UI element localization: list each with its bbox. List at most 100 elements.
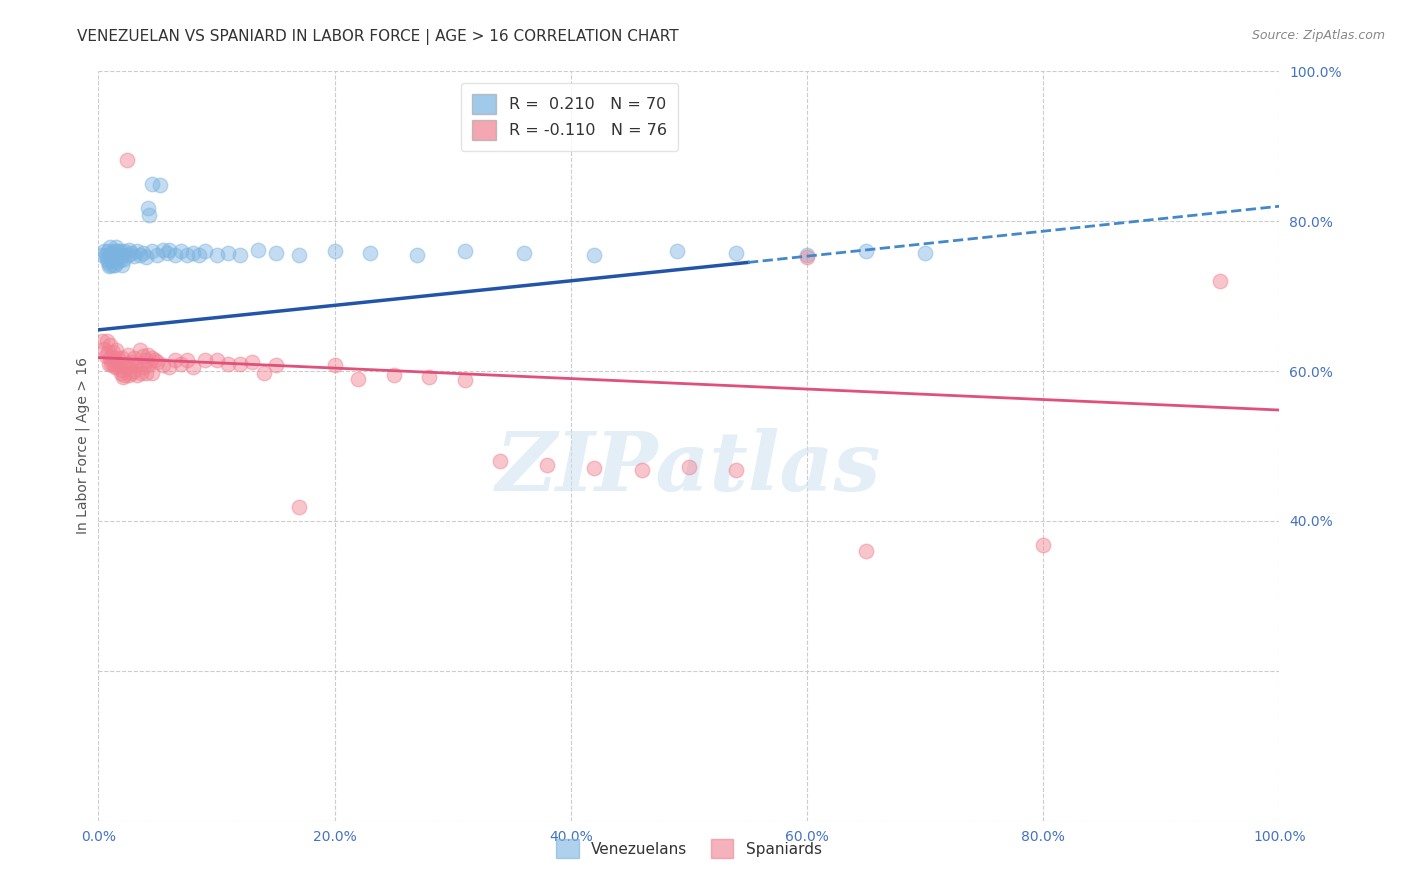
Point (246, 243, 269, 257)
Point (96, 252, 118, 266)
Point (117, 348, 139, 362)
Y-axis label: In Labor Force | Age > 16: In Labor Force | Age > 16 (76, 358, 90, 534)
Point (194, 244, 217, 259)
Point (98, 240, 121, 254)
Point (152, 358, 174, 372)
Point (103, 351, 125, 365)
Point (112, 244, 135, 259)
Point (418, 370, 440, 384)
Point (136, 358, 159, 372)
Point (136, 201, 159, 215)
Point (157, 243, 180, 257)
Point (253, 366, 276, 380)
Text: VENEZUELAN VS SPANIARD IN LABOR FORCE | AGE > 16 CORRELATION CHART: VENEZUELAN VS SPANIARD IN LABOR FORCE | … (77, 29, 679, 45)
Point (132, 360, 155, 375)
Point (98, 259, 121, 273)
Point (240, 355, 263, 369)
Point (143, 352, 166, 367)
Point (323, 358, 346, 372)
Point (93, 244, 115, 259)
Point (105, 244, 128, 259)
Point (165, 248, 187, 262)
Point (796, 248, 818, 262)
Point (156, 245, 179, 260)
Point (91, 248, 114, 262)
Point (135, 352, 157, 367)
Point (104, 258, 127, 272)
Point (105, 343, 128, 357)
Point (229, 357, 252, 371)
Point (128, 248, 150, 262)
Point (678, 460, 700, 475)
Point (288, 248, 311, 262)
Point (141, 177, 163, 191)
Point (181, 245, 204, 260)
Point (105, 355, 128, 369)
Point (98, 338, 121, 352)
Point (725, 463, 748, 477)
Point (104, 248, 127, 262)
Point (122, 364, 145, 378)
Point (122, 351, 145, 365)
Point (217, 357, 239, 371)
Point (97, 255, 120, 269)
Point (914, 245, 936, 260)
Point (98, 351, 121, 365)
Point (115, 153, 138, 167)
Point (146, 248, 169, 262)
Point (359, 245, 381, 260)
Point (91, 334, 114, 348)
Point (157, 360, 180, 375)
Point (205, 248, 228, 262)
Point (103, 252, 125, 266)
Point (121, 245, 143, 260)
Point (512, 245, 534, 260)
Point (217, 245, 239, 260)
Point (97, 345, 120, 359)
Point (152, 243, 174, 257)
Point (132, 349, 155, 363)
Point (112, 370, 135, 384)
Point (141, 244, 163, 259)
Point (725, 245, 748, 260)
Point (121, 355, 143, 369)
Point (127, 244, 149, 259)
Point (98, 357, 121, 371)
Point (135, 366, 157, 380)
Point (98, 258, 121, 272)
Point (796, 250, 818, 264)
Point (105, 255, 128, 269)
Point (194, 352, 217, 367)
Point (97, 244, 120, 259)
Point (536, 458, 558, 472)
Point (111, 248, 134, 262)
Point (98, 250, 121, 264)
Point (1209, 274, 1232, 288)
Point (855, 544, 877, 558)
Point (666, 244, 689, 259)
Point (101, 258, 124, 272)
Point (127, 368, 149, 382)
Point (128, 343, 150, 357)
Point (453, 373, 475, 387)
Point (453, 244, 475, 259)
Point (264, 245, 287, 260)
Point (100, 357, 122, 371)
Point (117, 248, 139, 262)
Point (105, 360, 128, 375)
Point (107, 248, 129, 262)
Point (129, 366, 152, 380)
Point (108, 358, 131, 372)
Point (118, 243, 141, 257)
Point (141, 366, 163, 380)
Point (94, 349, 117, 363)
Point (170, 357, 193, 371)
Point (105, 240, 128, 254)
Point (104, 360, 127, 375)
Point (98, 248, 121, 262)
Point (146, 355, 169, 369)
Point (111, 362, 134, 376)
Point (111, 258, 134, 272)
Point (93, 342, 115, 356)
Point (107, 351, 129, 365)
